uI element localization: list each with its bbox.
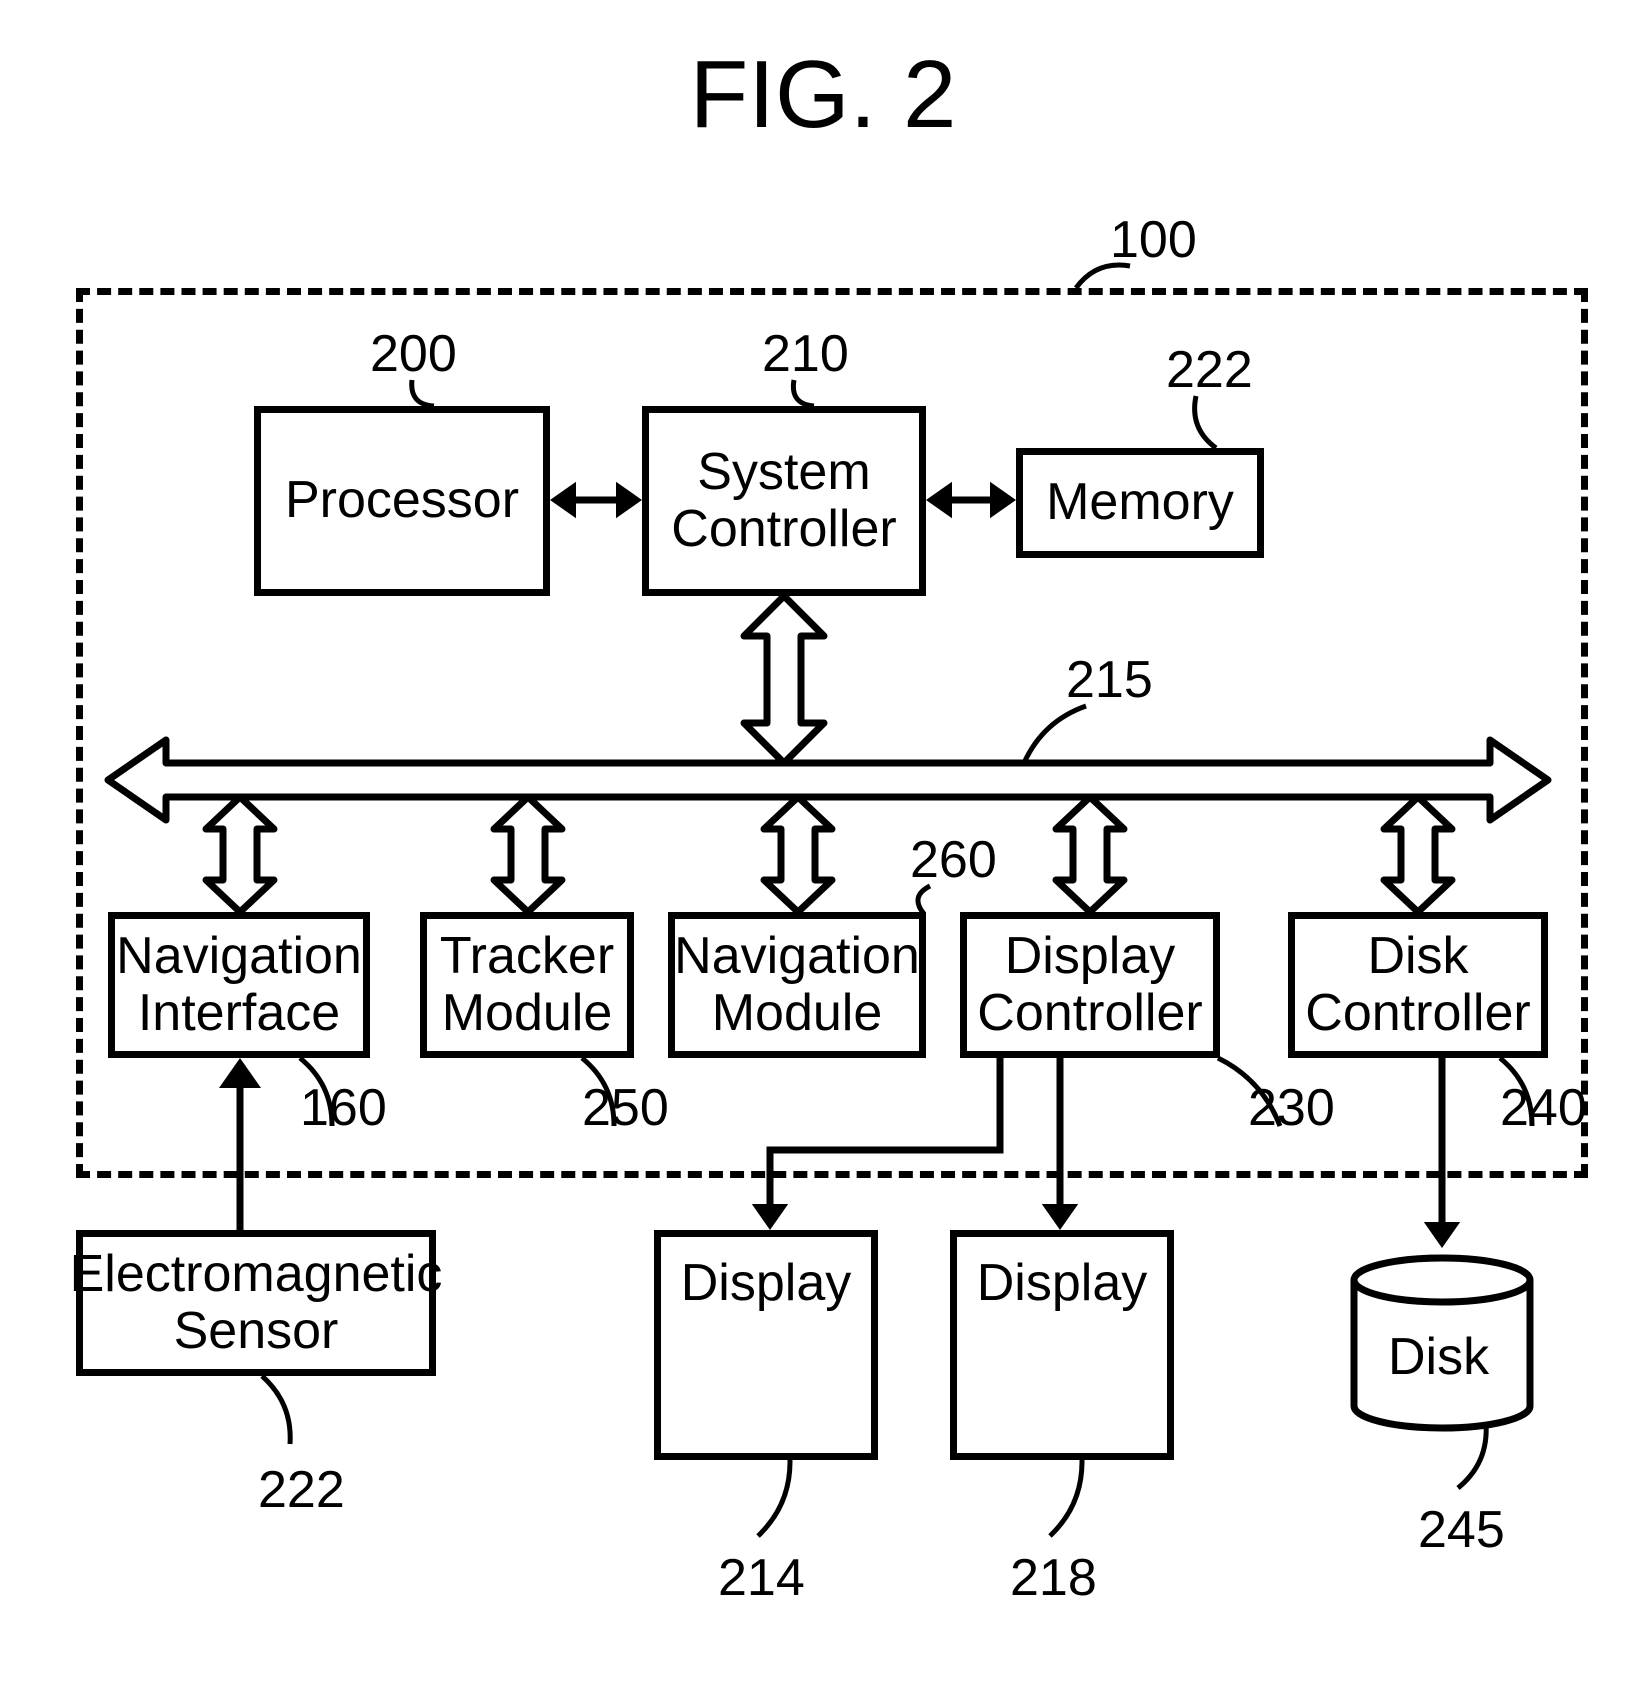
dispctrl-box: DisplayController xyxy=(960,912,1220,1058)
ref-245-r245: 245 xyxy=(1418,1500,1505,1560)
tracker-box: TrackerModule xyxy=(420,912,634,1058)
ref-240-r240: 240 xyxy=(1500,1078,1587,1138)
diskctrl-box: DiskController xyxy=(1288,912,1548,1058)
ref-160-r160: 160 xyxy=(300,1078,387,1138)
diskctrl-label: DiskController xyxy=(1305,928,1530,1042)
ref-215-r215: 215 xyxy=(1066,650,1153,710)
memory-label: Memory xyxy=(1046,474,1234,531)
ref-222-r222a: 222 xyxy=(1166,340,1253,400)
display2-label: Display xyxy=(977,1255,1148,1312)
emsensor-box: ElectromagneticSensor xyxy=(76,1230,436,1376)
processor-label: Processor xyxy=(285,472,519,529)
figure-canvas: FIG. 2 Processor SystemController Memory Nav… xyxy=(0,0,1646,1682)
display2-box: Display xyxy=(950,1230,1174,1460)
syscontroller-label: SystemController xyxy=(671,444,896,558)
ref-200-r200: 200 xyxy=(370,324,457,384)
display1-box: Display xyxy=(654,1230,878,1460)
emsensor-label: ElectromagneticSensor xyxy=(70,1246,443,1360)
syscontroller-box: SystemController xyxy=(642,406,926,596)
ref-218-r218: 218 xyxy=(1010,1548,1097,1608)
dispctrl-label: DisplayController xyxy=(977,928,1202,1042)
navmodule-box: NavigationModule xyxy=(668,912,926,1058)
ref-222-r222b: 222 xyxy=(258,1460,345,1520)
ref-260-r260: 260 xyxy=(910,830,997,890)
tracker-label: TrackerModule xyxy=(440,928,614,1042)
ref-230-r230: 230 xyxy=(1248,1078,1335,1138)
ref-210-r210: 210 xyxy=(762,324,849,384)
ref-250-r250: 250 xyxy=(582,1078,669,1138)
disk-label: Disk xyxy=(1388,1327,1489,1387)
navinterface-label: NavigationInterface xyxy=(116,928,362,1042)
display1-label: Display xyxy=(681,1255,852,1312)
processor-box: Processor xyxy=(254,406,550,596)
figure-title: FIG. 2 xyxy=(0,40,1646,150)
ref-100-r100: 100 xyxy=(1110,210,1197,270)
ref-214-r214: 214 xyxy=(718,1548,805,1608)
navmodule-label: NavigationModule xyxy=(674,928,920,1042)
navinterface-box: NavigationInterface xyxy=(108,912,370,1058)
memory-box: Memory xyxy=(1016,448,1264,558)
